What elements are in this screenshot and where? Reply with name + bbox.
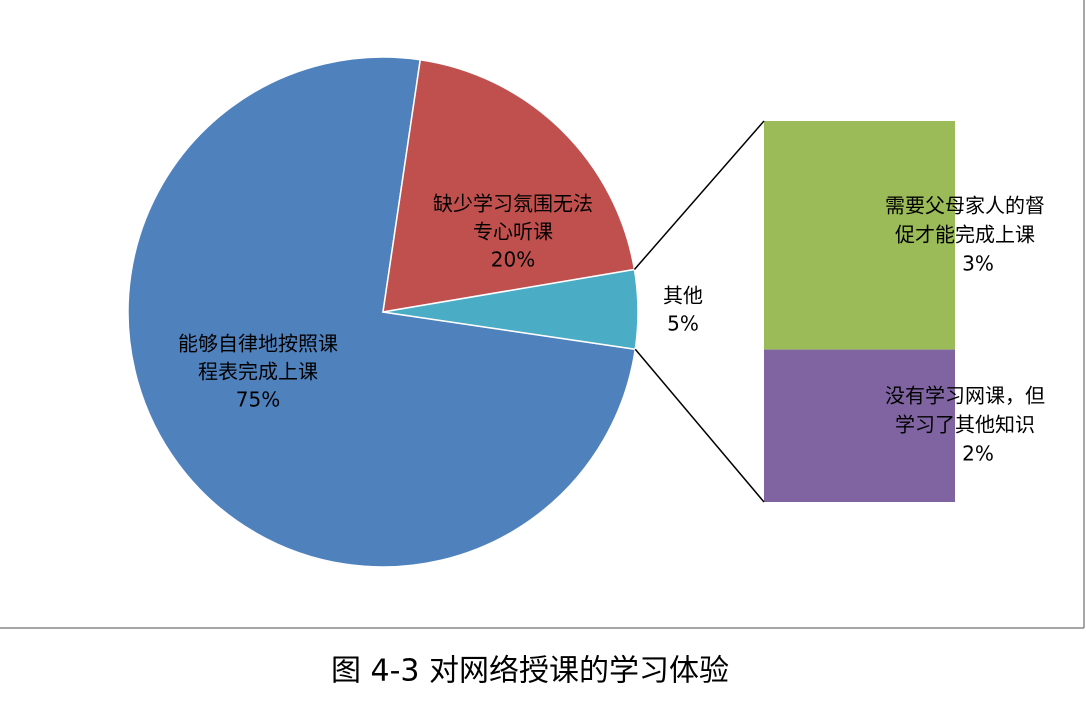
slice-label: 程表完成上课 [198,360,318,384]
slice-label: 专心听课 [473,220,553,244]
slice-label: 缺少学习氛围无法 [433,192,593,216]
bar-label: 没有学习网课，但 [885,384,1045,408]
connector-line [634,348,765,503]
bar-label: 学习了其他知识 [895,413,1035,437]
bar-label: 促才能完成上课 [895,223,1035,247]
slice-label: 其他 [663,284,703,308]
slice-value-label: 5% [667,312,699,336]
bar-segment [764,121,955,350]
pie-slice [127,56,637,568]
bar-segment [764,349,955,502]
connector-line [633,120,765,270]
caption: 图 4-3 对网络授课的学习体验 [331,654,729,689]
slice-value-label: 75% [236,388,280,412]
slice-value-label: 20% [491,248,535,272]
bar-label: 需要父母家人的督 [885,194,1045,218]
pie-slice [382,58,636,313]
bar-value-label: 3% [962,252,994,276]
bar-value-label: 2% [962,442,994,466]
pie-slice [382,268,639,351]
slice-label: 能够自律地按照课 [178,332,338,356]
